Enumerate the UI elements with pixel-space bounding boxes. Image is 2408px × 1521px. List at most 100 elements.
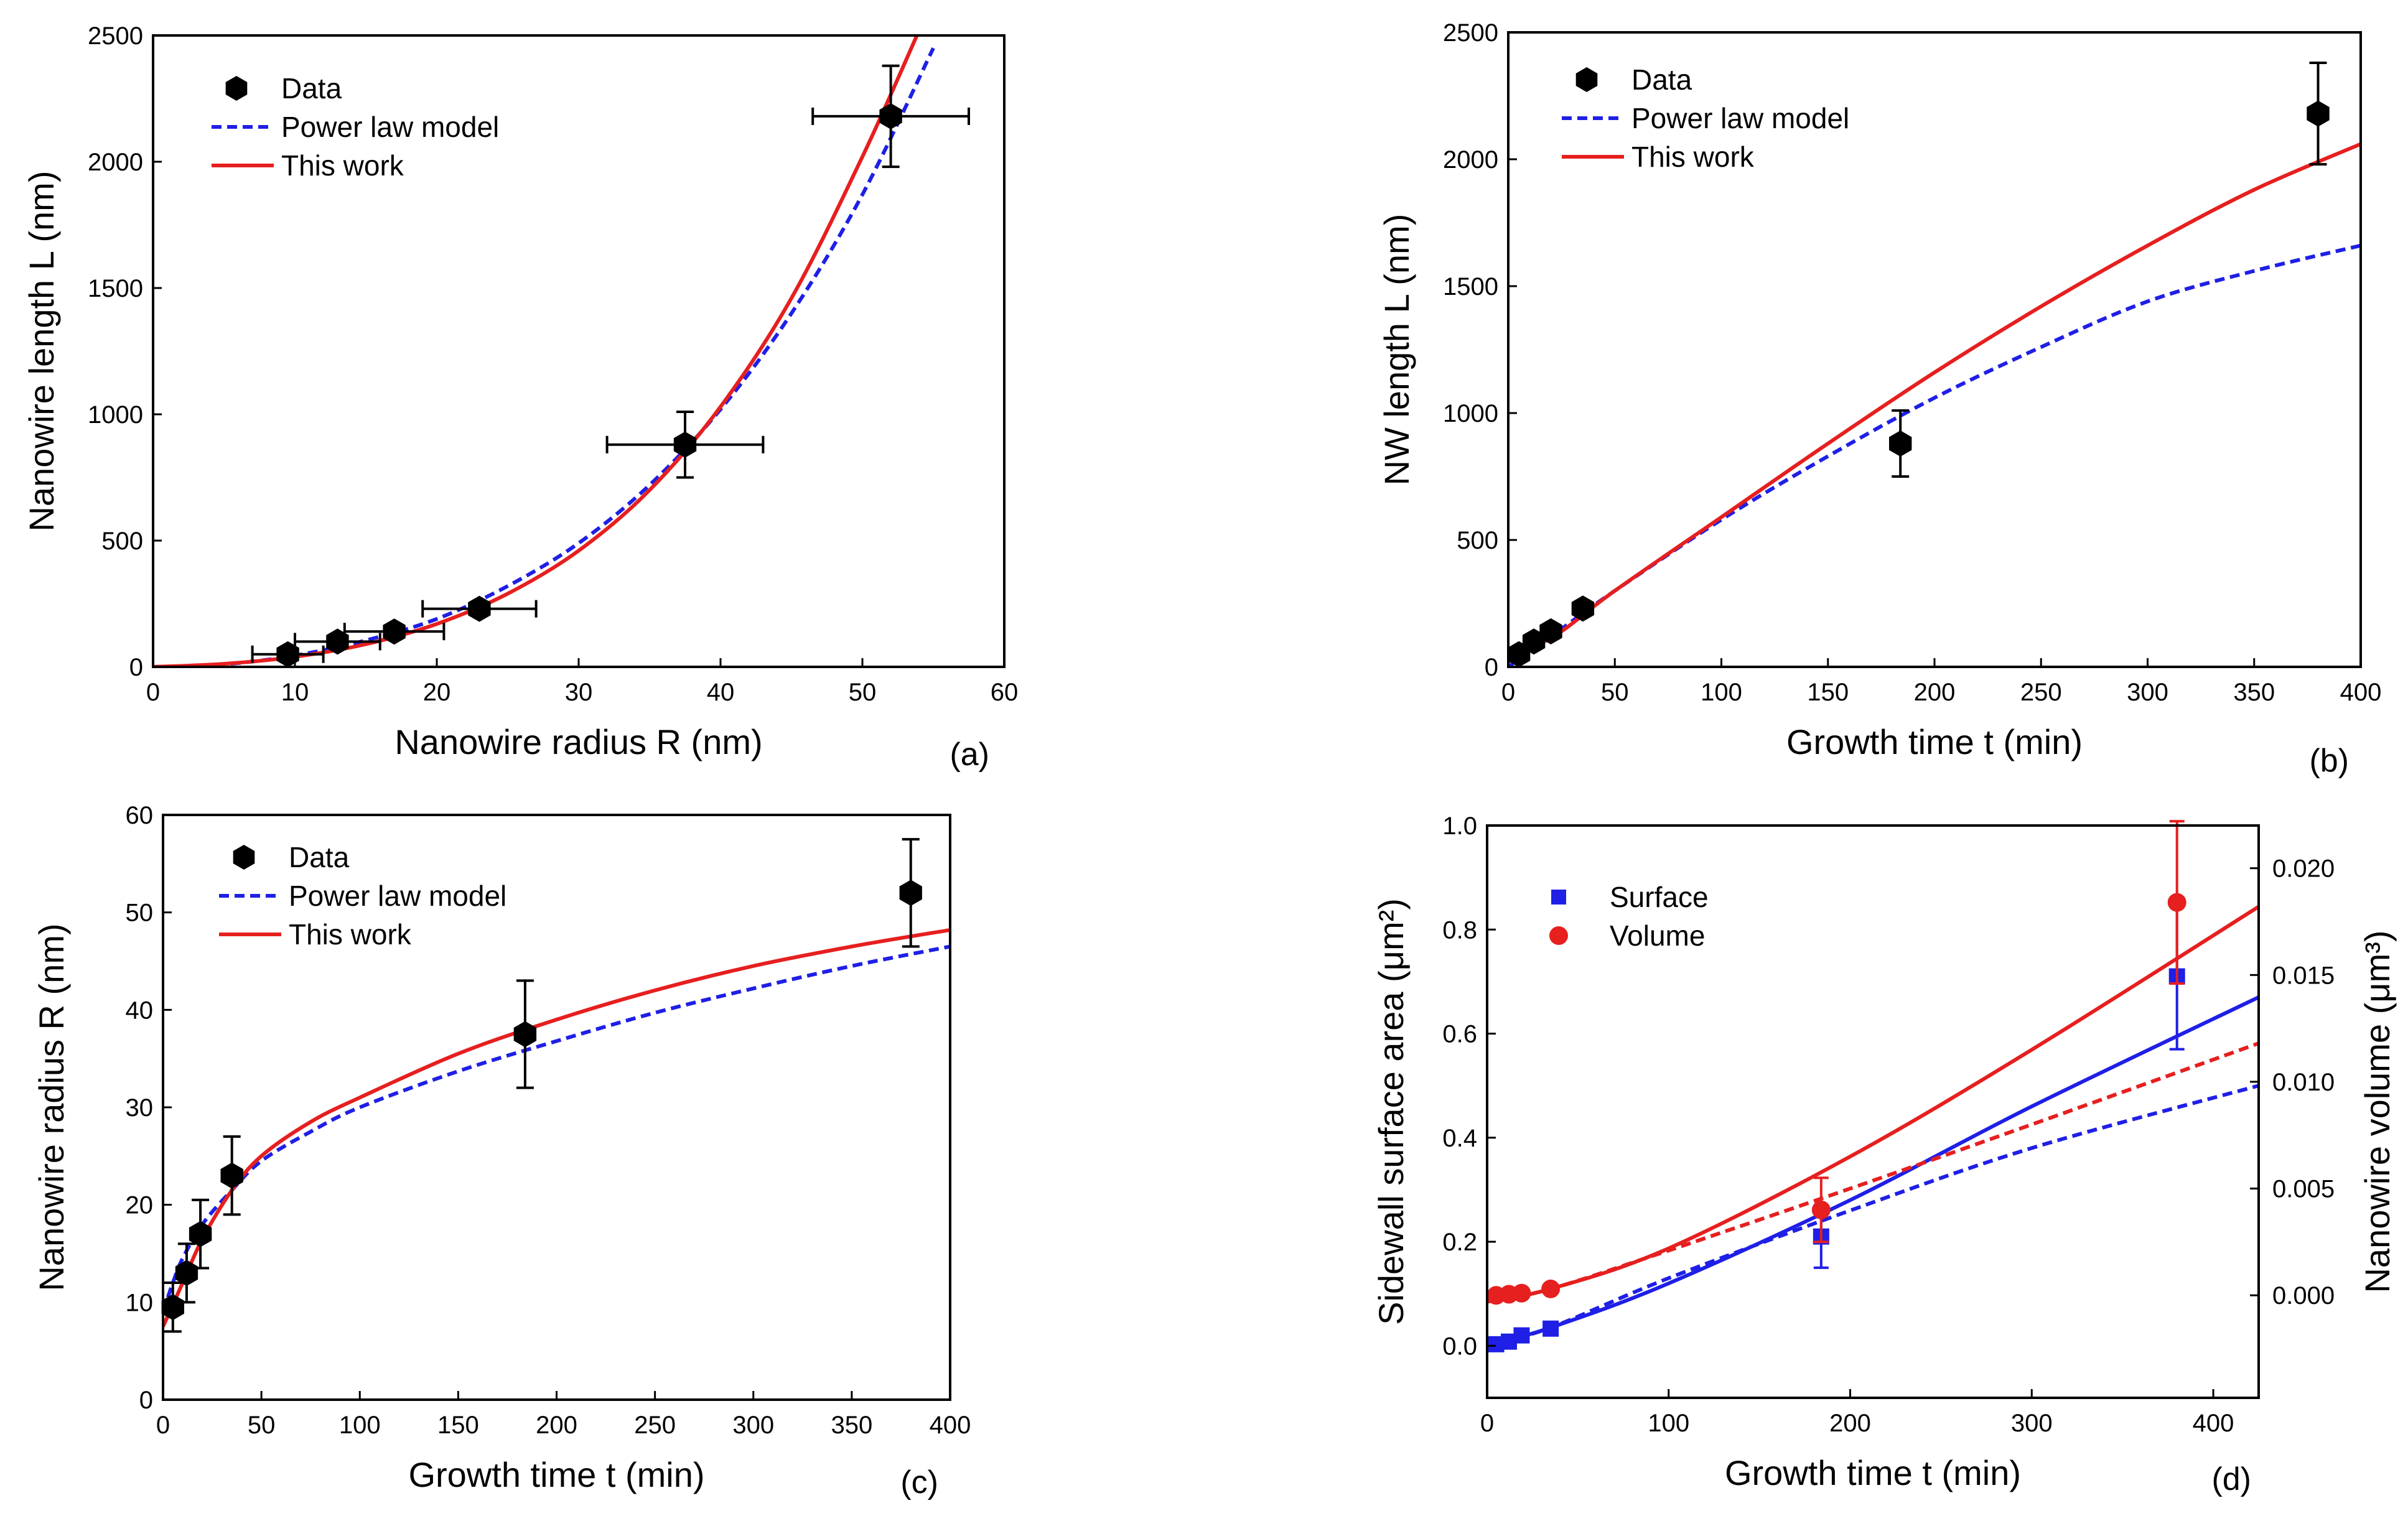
y-tick-label: 1500: [1443, 273, 1498, 300]
data-point-b-1: [1522, 628, 1546, 655]
legend-label: This work: [289, 918, 412, 951]
x-tick-label: 400: [2193, 1410, 2234, 1437]
y-tick-label: 0.6: [1442, 1021, 1477, 1048]
x-tick-label: 100: [1648, 1410, 1689, 1437]
chart-panel-b: 0 50 100 150 200 250 300 350 400 0 500 1000 1500 2000…: [1377, 19, 2381, 779]
y-tick-label: 0.0: [1442, 1333, 1477, 1360]
panel-label: (b): [2309, 743, 2349, 779]
legend-surface-symbol: [1551, 890, 1566, 905]
y-tick-label: 2000: [1443, 146, 1498, 174]
chart-panel-c: 0 50 100 150 200 250 300 350 400 0 10 20 30 40 50 60 Gro…: [32, 802, 971, 1500]
x-tick-label: 10: [281, 679, 309, 706]
data-point-c-3: [220, 1162, 243, 1189]
x-tick-label: 300: [2127, 679, 2168, 706]
legend: Data Power law model This work: [219, 841, 506, 951]
series-line-d-2: [1487, 905, 2259, 1304]
y-tick-label: 50: [126, 900, 154, 927]
legend: Surface Volume: [1549, 881, 1709, 952]
legend-label: Data: [281, 72, 342, 105]
y-right-tick-label: 0.020: [2272, 855, 2335, 883]
legend-label: Volume: [1610, 919, 1705, 952]
y-tick-label: 1.0: [1442, 812, 1477, 840]
panel-label: (c): [900, 1464, 938, 1500]
legend-volume-symbol: [1549, 926, 1568, 945]
x-tick-label: 50: [849, 679, 877, 706]
legend-label: Surface: [1610, 881, 1709, 913]
data-point-a-5: [879, 103, 902, 129]
x-tick-label: 20: [423, 679, 451, 706]
x-tick-label: 200: [1829, 1410, 1871, 1437]
data-point-a-0: [276, 641, 299, 667]
y-tick-label: 10: [126, 1289, 154, 1316]
series-line-c-0: [163, 944, 950, 1313]
legend-label: Data: [289, 841, 350, 873]
data-point-b-5: [2307, 100, 2330, 127]
x-tick-label: 50: [1601, 679, 1629, 706]
x-tick-label: 150: [1807, 679, 1849, 706]
data-point-a-2: [383, 618, 406, 645]
y-axis-label: Nanowire radius R (nm): [32, 923, 71, 1291]
x-tick-label: 0: [146, 679, 160, 706]
data-point-a-3: [468, 595, 491, 622]
data-point-c-1: [175, 1260, 198, 1286]
series-line-b-0: [1508, 243, 2361, 667]
legend-data-symbol: [225, 76, 248, 101]
x-tick-label: 200: [536, 1412, 577, 1439]
x-tick-label: 50: [248, 1412, 276, 1439]
volume-point-5: [2167, 893, 2186, 912]
legend: Data Power law model This work: [212, 72, 499, 182]
legend: Data Power law model This work: [1562, 63, 1849, 173]
y-tick-label: 500: [101, 528, 143, 555]
plot-frame: [162, 814, 951, 1401]
y-tick-label: 1000: [1443, 400, 1498, 427]
legend-label: Data: [1631, 63, 1692, 96]
x-tick-label: 0: [1480, 1410, 1494, 1437]
legend-data-symbol: [233, 845, 255, 870]
data-point-b-2: [1539, 618, 1562, 644]
x-tick-label: 30: [565, 679, 593, 706]
x-tick-label: 0: [156, 1412, 170, 1439]
legend-label: Power law model: [289, 880, 506, 912]
series-line-d-3: [1487, 1041, 2259, 1304]
x-tick-label: 300: [2011, 1410, 2053, 1437]
x-tick-label: 250: [2020, 679, 2062, 706]
panel-label: (d): [2211, 1461, 2251, 1497]
chart-panel-a: 0 10 20 30 40 50 60 0 500 1000 1500 2000 2500 Nanowir…: [22, 22, 1018, 773]
y-axis-label: Nanowire length L (nm): [22, 171, 61, 532]
legend-label: Power law model: [1631, 102, 1849, 134]
data-point-c-0: [161, 1294, 184, 1321]
volume-point-4: [1811, 1200, 1831, 1219]
y-tick-label: 2500: [88, 22, 143, 50]
x-tick-label: 40: [707, 679, 735, 706]
y-axis-label: Sidewall surface area (μm²): [1371, 898, 1411, 1325]
x-tick-label: 400: [2340, 679, 2382, 706]
x-tick-label: 0: [1501, 679, 1515, 706]
x-tick-label: 100: [1701, 679, 1742, 706]
y-tick-label: 0: [139, 1387, 153, 1414]
x-axis-label: Growth time t (min): [408, 1455, 704, 1494]
series-line-b-1: [1508, 142, 2361, 664]
x-tick-label: 350: [831, 1412, 873, 1439]
x-tick-label: 350: [2233, 679, 2275, 706]
y-tick-label: 2500: [1443, 19, 1498, 47]
data-point-c-4: [513, 1021, 537, 1048]
legend-data-symbol: [1575, 67, 1598, 92]
series-line-d-0: [1487, 995, 2259, 1348]
y-right-tick-label: 0.005: [2272, 1176, 2335, 1203]
y-tick-label: 1000: [88, 401, 143, 429]
y-tick-label: 60: [126, 802, 154, 829]
data-point-a-4: [673, 431, 697, 458]
y-tick-label: 0.8: [1442, 916, 1477, 944]
surface-point-2: [1513, 1327, 1530, 1344]
y-axis-label-right: Nanowire volume (μm³): [2358, 930, 2397, 1293]
x-tick-label: 400: [930, 1412, 971, 1439]
data-point-b-4: [1889, 430, 1912, 457]
y-tick-label: 1500: [88, 275, 143, 302]
legend-label: This work: [1631, 141, 1755, 173]
x-tick-label: 300: [732, 1412, 774, 1439]
legend-label: Power law model: [281, 111, 499, 143]
y-right-tick-label: 0.010: [2272, 1069, 2335, 1096]
y-right-tick-label: 0.015: [2272, 962, 2335, 989]
x-tick-label: 250: [634, 1412, 676, 1439]
